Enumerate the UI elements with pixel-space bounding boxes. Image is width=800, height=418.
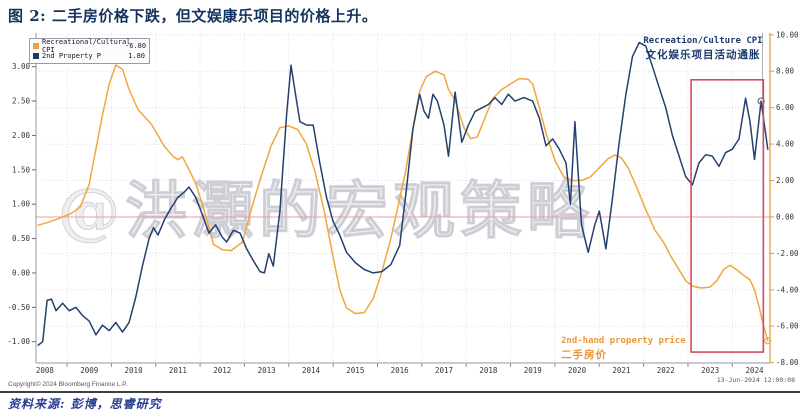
x-axis-year-label: 2009	[80, 366, 98, 375]
x-axis-year-label: 2010	[125, 366, 144, 375]
navy-series-line	[37, 41, 769, 346]
right-axis-label: 0.00	[776, 212, 795, 221]
x-axis-year-label: 2020	[568, 366, 587, 375]
left-axis-label: 3.00	[12, 62, 31, 71]
orange-series-swatch-icon	[33, 43, 39, 49]
annotation-recreation-en: Recreation/Culture CPI	[643, 36, 763, 46]
navy-series-swatch-icon	[33, 53, 39, 59]
left-axis-label: 2.00	[12, 131, 31, 140]
x-axis-year-label: 2008	[36, 366, 55, 375]
x-axis-year-label: 2015	[346, 366, 364, 375]
left-axis-label: 0.50	[12, 234, 31, 243]
legend-item-recreational-cpi: Recreational/Cultural CPI -6.80	[33, 38, 147, 54]
x-axis-year-label: 2017	[435, 366, 453, 375]
legend-item-2nd-property: 2nd Property P 1.80	[33, 51, 145, 61]
x-axis-year-label: 2023	[701, 366, 719, 375]
x-axis-year-label: 2021	[612, 366, 630, 375]
right-axis-label: -2.00	[776, 249, 799, 258]
x-axis-year-label: 2013	[258, 366, 276, 375]
legend-value: -6.80	[125, 42, 147, 50]
x-axis-year-label: 2011	[169, 366, 187, 375]
right-axis-label: -8.00	[776, 358, 799, 367]
right-axis-label: 10.00	[776, 30, 799, 39]
x-axis-year-label: 2024	[745, 366, 764, 375]
legend-box: Recreational/Cultural CPI -6.80 2nd Prop…	[29, 38, 150, 64]
source-text: 资料来源: 彭博，思睿研究	[8, 397, 162, 411]
right-axis-label: -6.00	[776, 322, 799, 331]
orange-series-line	[37, 64, 769, 342]
x-axis-year-label: 2012	[213, 366, 231, 375]
right-axis-label: 8.00	[776, 67, 795, 76]
page-title: 图 2: 二手房价格下跌，但文娱康乐项目的价格上升。	[8, 7, 378, 25]
end-marker-circle	[764, 337, 772, 345]
footer-divider	[0, 391, 800, 393]
right-axis-label: 4.00	[776, 140, 795, 149]
x-axis-year-label: 2022	[657, 366, 675, 375]
highlight-box	[690, 79, 765, 353]
left-axis-label: -0.50	[7, 303, 30, 312]
annotation-property-en: 2nd-hand property price	[561, 336, 686, 346]
left-axis-label: 1.00	[12, 200, 31, 209]
x-axis-year-label: 2014	[302, 366, 321, 375]
x-axis-year-label: 2016	[391, 366, 410, 375]
annotation-recreation-culture-cpi: Recreation/Culture CPI 文化娱乐项目活动通胀	[628, 36, 778, 62]
right-axis-label: 6.00	[776, 103, 795, 112]
right-axis-label: 2.00	[776, 176, 795, 185]
legend-label: Recreational/Cultural CPI	[42, 38, 131, 54]
right-axis-label: -4.00	[776, 285, 799, 294]
x-axis-year-label: 2019	[524, 366, 542, 375]
left-axis-label: 2.50	[12, 97, 31, 106]
annotation-property-price: 2nd-hand property price 二手房价	[561, 336, 711, 362]
left-axis-label: 1.50	[12, 165, 31, 174]
legend-label: 2nd Property P	[42, 52, 102, 60]
x-axis-year-label: 2018	[479, 366, 498, 375]
annotation-property-zh: 二手房价	[561, 349, 607, 361]
timestamp-text: 13-Jun-2024 12:00:08	[716, 376, 795, 384]
legend-value: 1.80	[128, 52, 145, 60]
annotation-recreation-zh: 文化娱乐项目活动通胀	[645, 49, 761, 61]
left-axis-label: 0.00	[12, 268, 31, 277]
left-axis-label: -1.00	[7, 337, 30, 346]
copyright-text: Copyright© 2024 Bloomberg Finance L.P.	[8, 381, 128, 388]
